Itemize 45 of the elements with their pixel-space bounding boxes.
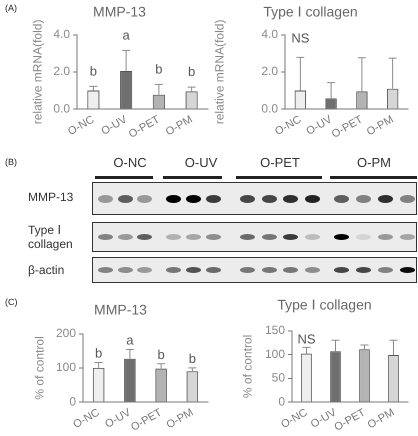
y-tick-label: 2.0: [261, 64, 278, 78]
annotation: b: [158, 346, 165, 362]
chart-title: MMP-13: [93, 3, 146, 20]
annotation: b: [95, 345, 102, 360]
y-axis-title: relative mRNA(fold): [30, 20, 45, 124]
text: O-UV: [184, 155, 218, 170]
annotation: b: [188, 350, 196, 366]
y-tick-label: 4.0: [261, 27, 278, 42]
y-tick-label: 0.0: [261, 101, 278, 116]
text: O-NC: [113, 155, 147, 170]
x-tick-label: O-NC: [71, 406, 102, 431]
y-tick-label: 4.0: [53, 27, 70, 42]
text: (C): [5, 297, 18, 307]
annotation: b: [188, 64, 196, 80]
x-tick-label: O-NC: [273, 114, 304, 138]
annotation: a: [122, 27, 131, 42]
y-tick-label: 0: [69, 394, 76, 408]
y-tick-label: 0.0: [53, 101, 70, 116]
text: β-actin: [28, 263, 66, 277]
annotation: a: [126, 332, 134, 348]
y-tick-label: 100: [56, 360, 76, 374]
annotation: NS: [297, 331, 316, 346]
annotation: b: [90, 63, 97, 78]
y-axis-title: relative mRNA(fold): [212, 20, 227, 124]
x-tick-label: O-NC: [279, 406, 310, 431]
y-tick-label: 50: [272, 370, 286, 385]
x-tick-label: O-NC: [66, 114, 96, 138]
y-tick-label: 0: [278, 394, 286, 408]
text: O-PET: [260, 155, 300, 170]
chart-title: Type Ⅰ collagen: [263, 3, 358, 20]
text: (B): [5, 157, 17, 167]
chart-title: MMP-13: [94, 301, 148, 318]
chart-title: Type Ⅰ collagen: [277, 296, 372, 312]
annotation: b: [155, 61, 162, 76]
y-tick-label: 200: [56, 326, 76, 340]
y-axis-title: % of control: [32, 336, 47, 400]
y-axis-title: % of control: [240, 334, 255, 398]
y-tick-label: 150: [264, 323, 286, 338]
text: Type Ⅰ collagen: [28, 223, 74, 251]
text: O-PM: [357, 155, 391, 170]
y-tick-label: 100: [264, 346, 286, 361]
y-tick-label: 2.0: [53, 64, 70, 78]
text: (A): [5, 3, 17, 13]
text: MMP-13: [28, 190, 74, 204]
annotation: NS: [291, 30, 310, 46]
